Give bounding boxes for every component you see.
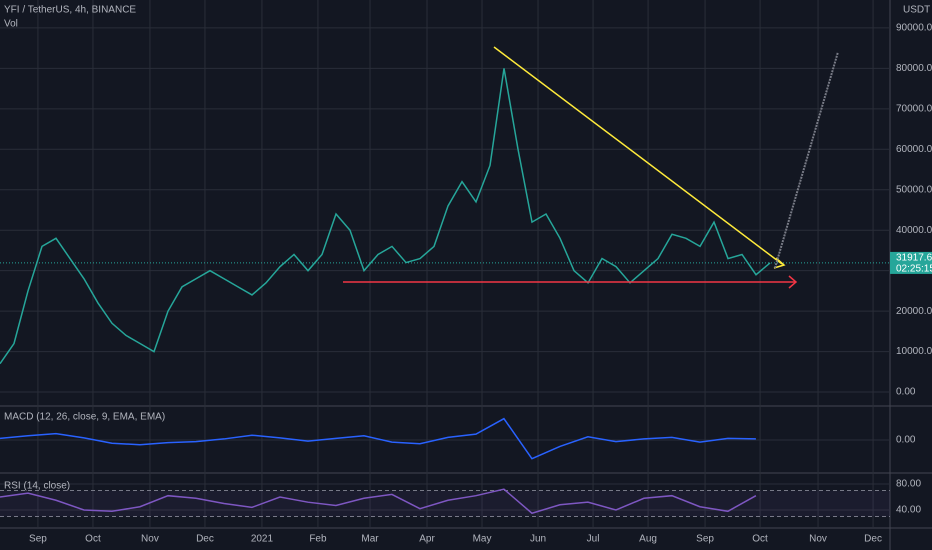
x-tick-label: Dec (864, 534, 882, 545)
last-price-box (890, 251, 932, 274)
series-line (0, 68, 771, 365)
x-tick-label: Oct (752, 534, 768, 545)
x-tick-label: Dec (196, 534, 214, 545)
y-tick-label: 0.00 (896, 435, 916, 446)
y-tick-label: 60000.00 (896, 144, 932, 155)
y-tick-label: 70000.00 (896, 103, 932, 114)
x-tick-label: Nov (809, 534, 827, 545)
x-tick-label: 2021 (251, 534, 274, 545)
trend-line (493, 46, 783, 265)
rsi-band-fill (0, 490, 890, 517)
series-line (0, 417, 756, 460)
x-tick-label: Oct (85, 534, 101, 545)
indicator-title: MACD (12, 26, close, 9, EMA, EMA) (4, 412, 165, 423)
x-tick-label: Jul (587, 534, 600, 545)
axis-unit: USDT (903, 5, 930, 16)
marks (0, 68, 890, 515)
chart-title: YFI / TetherUS, 4h, BINANCE (4, 5, 136, 16)
x-tick-label: Mar (361, 534, 379, 545)
volume-label: Vol (4, 19, 18, 30)
x-tick-label: Jun (530, 534, 546, 545)
y-tick-label: 0.00 (896, 387, 916, 398)
x-tick-label: Sep (696, 534, 714, 545)
x-tick-label: May (473, 534, 492, 545)
indicator-title: RSI (14, close) (4, 481, 70, 492)
x-tick-label: Nov (141, 534, 159, 545)
y-tick-label: 50000.00 (896, 184, 932, 195)
x-tick-label: Aug (639, 534, 657, 545)
last-price-label: 31917.69 (896, 253, 932, 264)
countdown-label: 02:25:15 (896, 264, 932, 275)
y-tick-label: 40.00 (896, 505, 921, 516)
x-tick-label: Apr (419, 534, 435, 545)
y-tick-label: 80000.00 (896, 63, 932, 74)
x-tick-label: Sep (29, 534, 47, 545)
projection-line (774, 51, 839, 269)
arrow-head (788, 275, 798, 289)
y-tick-label: 80.00 (896, 479, 921, 490)
arrow-head (773, 257, 786, 269)
y-tick-label: 20000.00 (896, 306, 932, 317)
y-tick-label: 90000.00 (896, 23, 932, 34)
y-tick-label: 40000.00 (896, 225, 932, 236)
series-line (0, 488, 757, 515)
x-tick-label: Feb (309, 534, 327, 545)
y-tick-label: 10000.00 (896, 346, 932, 357)
